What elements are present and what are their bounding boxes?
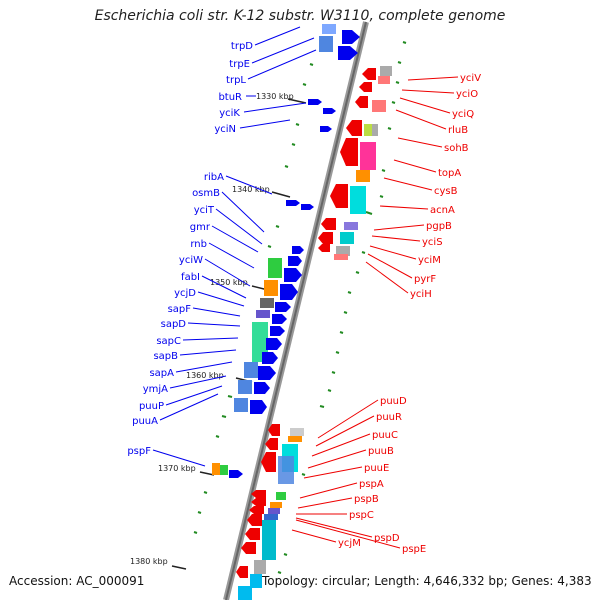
cds-dashes xyxy=(193,41,407,574)
right-gene-labels: yciV yciO yciQ rluB sohB topA cysB acnA … xyxy=(338,73,481,555)
gene-label-puuC: puuC xyxy=(372,430,398,441)
topology-text: Topology: circular; Length: 4,646,332 bp… xyxy=(262,574,592,588)
gene-label-trpD: trpD xyxy=(231,41,253,52)
gene-label-yciT: yciT xyxy=(194,205,215,216)
gene-label-yciS: yciS xyxy=(422,237,443,248)
left-leaders xyxy=(152,26,317,467)
gene-label-sapC: sapC xyxy=(156,336,181,347)
right-leaders xyxy=(291,76,459,549)
kbp-label: 1350 kbp xyxy=(210,278,248,287)
gene-label-topA: topA xyxy=(438,168,461,179)
gene-label-pspB: pspB xyxy=(354,494,379,505)
gene-label-cysB: cysB xyxy=(434,186,458,197)
gene-label-puuB: puuB xyxy=(368,446,394,457)
kbp-label: 1360 kbp xyxy=(186,371,224,380)
gene-label-sapA: sapA xyxy=(149,368,174,379)
gene-label-pspF: pspF xyxy=(127,446,151,457)
gene-label-pyrF: pyrF xyxy=(414,274,436,285)
gene-label-ribA: ribA xyxy=(204,172,224,183)
gene-label-pspA: pspA xyxy=(359,479,384,490)
gene-label-puuE: puuE xyxy=(364,463,389,474)
gene-label-rluB: rluB xyxy=(448,125,468,136)
gene-label-pspD: pspD xyxy=(374,533,400,544)
gene-label-yciK: yciK xyxy=(219,108,240,119)
gene-label-gmr: gmr xyxy=(190,222,211,233)
gene-label-rnb: rnb xyxy=(190,239,207,250)
gene-label-sapB: sapB xyxy=(153,351,178,362)
gene-label-puuD: puuD xyxy=(380,396,407,407)
gene-label-pspC: pspC xyxy=(349,510,374,521)
kbp-label: 1330 kbp xyxy=(256,92,294,101)
kbp-label: 1340 kbp xyxy=(232,185,270,194)
gene-label-pspE: pspE xyxy=(402,544,426,555)
gene-label-ycjM: ycjM xyxy=(338,538,361,549)
gene-label-trpL: trpL xyxy=(226,75,246,86)
gene-label-ycjD: ycjD xyxy=(174,288,196,299)
left-gene-labels: trpD trpE trpL btuR yciK yciN ribA osmB … xyxy=(127,41,253,457)
reverse-genes xyxy=(236,66,392,588)
gene-label-yciQ: yciQ xyxy=(452,109,474,120)
kbp-label: 1380 kbp xyxy=(130,557,168,566)
gene-label-acnA: acnA xyxy=(430,205,455,216)
gene-label-yciO: yciO xyxy=(456,89,478,100)
accession-text: Accession: AC_000091 xyxy=(9,574,145,588)
gene-label-puuR: puuR xyxy=(376,412,402,423)
kbp-labels: 1330 kbp 1340 kbp 1350 kbp 1360 kbp 1370… xyxy=(130,92,294,566)
gene-label-btuR: btuR xyxy=(218,92,242,103)
gene-label-yciM: yciM xyxy=(418,255,441,266)
gene-label-sohB: sohB xyxy=(444,143,469,154)
gene-label-sapF: sapF xyxy=(168,304,192,315)
gene-label-osmB: osmB xyxy=(192,188,220,199)
backbone xyxy=(223,21,369,600)
forward-genes xyxy=(212,24,360,600)
gene-label-ymjA: ymjA xyxy=(143,384,168,395)
gene-label-yciW: yciW xyxy=(179,255,203,266)
gene-label-puuP: puuP xyxy=(139,401,164,412)
kbp-label: 1370 kbp xyxy=(158,464,196,473)
gene-label-yciN: yciN xyxy=(214,124,236,135)
gene-label-yciH: yciH xyxy=(410,289,432,300)
gene-label-yciV: yciV xyxy=(460,73,481,84)
map-title: Escherichia coli str. K-12 substr. W3110… xyxy=(94,8,506,24)
gene-label-puuA: puuA xyxy=(132,416,158,427)
gene-label-pgpB: pgpB xyxy=(426,221,452,232)
gene-label-sapD: sapD xyxy=(161,319,187,330)
gene-label-trpE: trpE xyxy=(229,59,250,70)
gene-label-fabI: fabI xyxy=(181,272,200,283)
